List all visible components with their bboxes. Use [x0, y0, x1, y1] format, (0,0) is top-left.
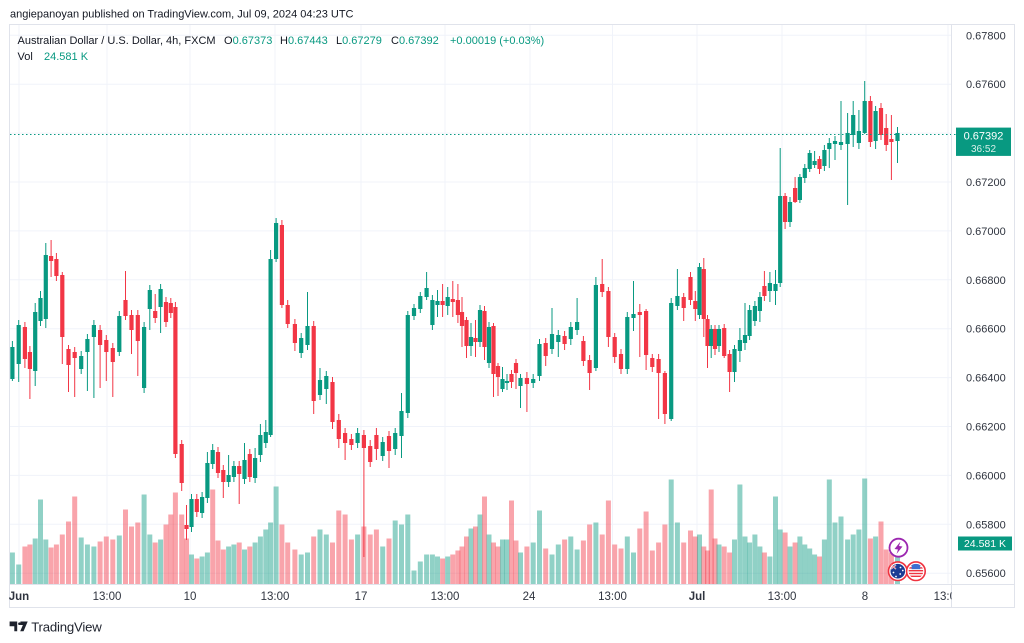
svg-text:24.581 K: 24.581 K [44, 51, 89, 63]
svg-text:TradingView: TradingView [31, 620, 102, 635]
svg-text:0.67600: 0.67600 [966, 79, 1006, 91]
svg-text:O0.67373: O0.67373 [224, 35, 272, 47]
svg-text:13:00: 13:00 [598, 591, 627, 603]
svg-text:0.67000: 0.67000 [966, 226, 1006, 238]
svg-text:0.65800: 0.65800 [966, 519, 1006, 531]
svg-text:10: 10 [184, 591, 197, 603]
svg-text:+0.00019 (+0.03%): +0.00019 (+0.03%) [450, 35, 544, 47]
svg-text:0.66800: 0.66800 [966, 275, 1006, 287]
svg-text:0.67392: 0.67392 [964, 131, 1004, 143]
svg-text:0.66400: 0.66400 [966, 373, 1006, 385]
svg-text:17: 17 [355, 591, 368, 603]
svg-text:13:00: 13:00 [934, 591, 963, 603]
svg-text:0.66000: 0.66000 [966, 470, 1006, 482]
svg-text:0.67200: 0.67200 [966, 177, 1006, 189]
svg-text:0.66200: 0.66200 [966, 422, 1006, 434]
svg-text:H0.67443: H0.67443 [280, 35, 328, 47]
svg-text:24: 24 [523, 591, 536, 603]
svg-text:13:00: 13:00 [93, 591, 122, 603]
svg-text:C0.67392: C0.67392 [391, 35, 439, 47]
svg-text:24.581 K: 24.581 K [964, 538, 1006, 550]
svg-text:0.65600: 0.65600 [966, 568, 1006, 580]
svg-text:Jun: Jun [9, 591, 29, 603]
svg-text:0.67800: 0.67800 [966, 30, 1006, 42]
svg-text:8: 8 [862, 591, 868, 603]
svg-text:13:00: 13:00 [431, 591, 460, 603]
svg-text:L0.67279: L0.67279 [336, 35, 382, 47]
svg-text:0.66600: 0.66600 [966, 324, 1006, 336]
svg-text:Jul: Jul [689, 591, 706, 603]
svg-text:Australian Dollar / U.S. Dolla: Australian Dollar / U.S. Dollar, 4h, FXC… [18, 35, 216, 47]
svg-text:36:52: 36:52 [971, 144, 996, 155]
svg-text:angiepanoyan published on Trad: angiepanoyan published on TradingView.co… [10, 9, 354, 21]
svg-text:13:00: 13:00 [768, 591, 797, 603]
svg-text:Vol: Vol [18, 51, 33, 63]
svg-text:13:00: 13:00 [261, 591, 290, 603]
